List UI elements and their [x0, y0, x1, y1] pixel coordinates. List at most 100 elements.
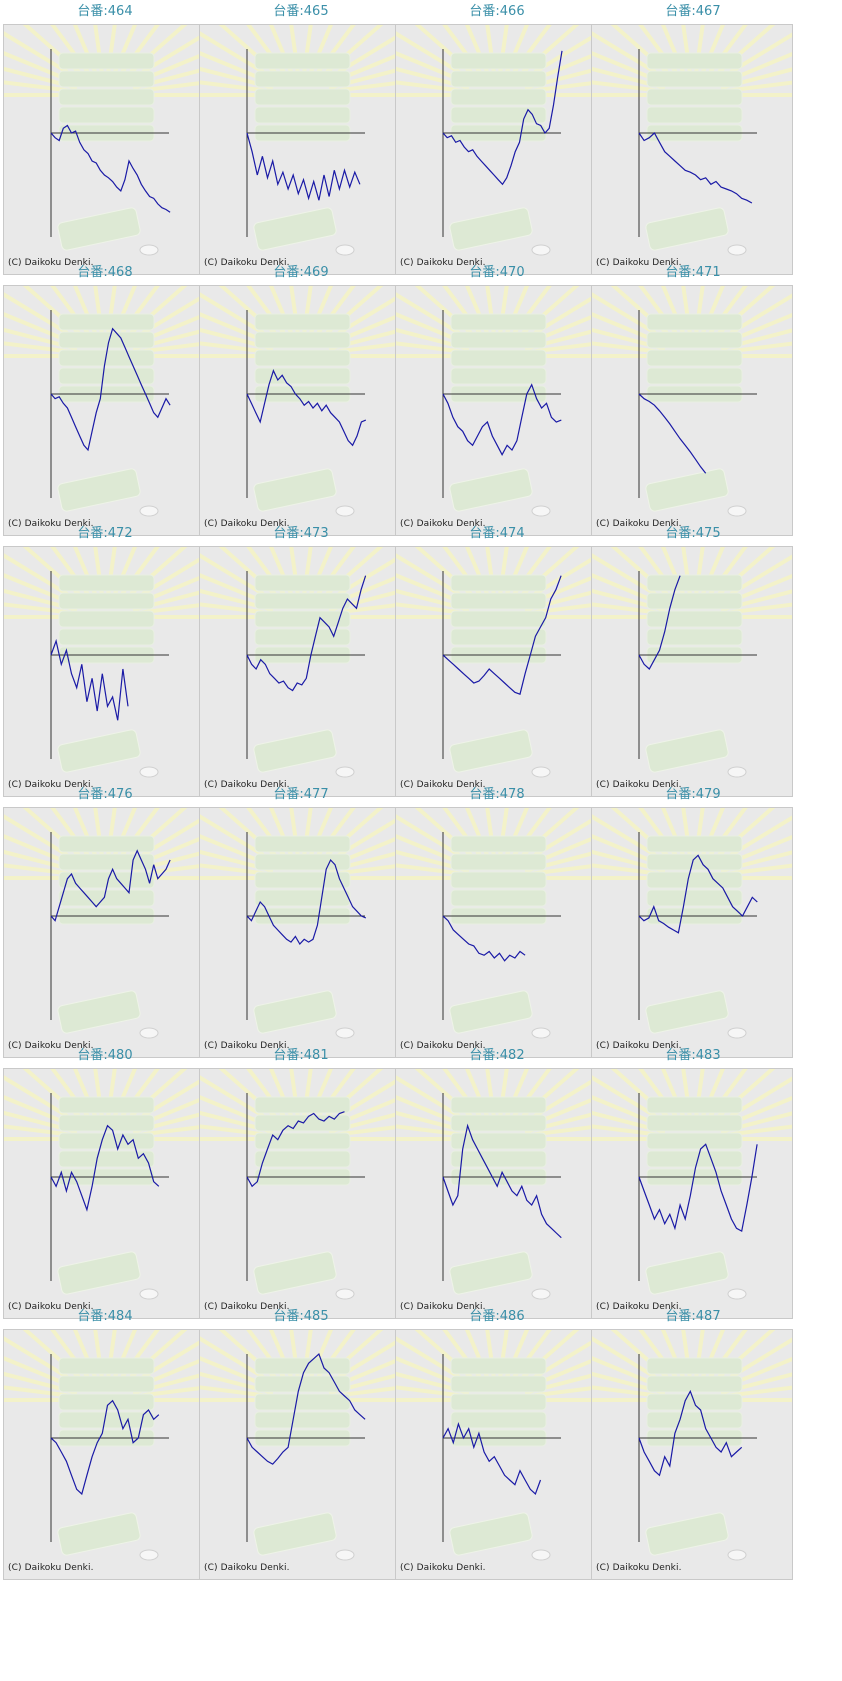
- chart-title[interactable]: 台番:476: [77, 787, 133, 802]
- sunray: [200, 588, 274, 612]
- chart-frame: (C) Daikoku Denki.: [199, 285, 401, 536]
- tray-shape: [58, 88, 155, 106]
- coin-shape: [139, 1549, 159, 1561]
- sunray: [200, 66, 274, 90]
- sunray: [396, 66, 470, 90]
- tray-shape: [58, 835, 155, 853]
- base-tray-shape: [449, 207, 533, 251]
- background-illustration: [4, 1330, 204, 1561]
- tray-shape: [450, 1114, 547, 1132]
- chart-title[interactable]: 台番:467: [665, 4, 721, 19]
- chart-title[interactable]: 台番:486: [469, 1309, 525, 1324]
- copyright-text: (C) Daikoku Denki.: [596, 1563, 682, 1573]
- chart-title[interactable]: 台番:482: [469, 1048, 525, 1063]
- sunray: [526, 341, 596, 355]
- chart-title[interactable]: 台番:465: [273, 4, 329, 19]
- chart-title[interactable]: 台番:485: [273, 1309, 329, 1324]
- sunray: [200, 1124, 272, 1138]
- chart-panel: 台番:476 (C) Daikoku Denki.: [0, 783, 210, 1063]
- chart-title[interactable]: 台番:478: [469, 787, 525, 802]
- copyright-text: (C) Daikoku Denki.: [8, 1563, 94, 1573]
- chart-title[interactable]: 台番:473: [273, 526, 329, 541]
- chart-frame: (C) Daikoku Denki.: [591, 1329, 793, 1580]
- background-illustration: [200, 25, 400, 256]
- tray-shape: [254, 835, 351, 853]
- chart-title[interactable]: 台番:472: [77, 526, 133, 541]
- chart-title[interactable]: 台番:475: [665, 526, 721, 541]
- base-tray-shape: [253, 729, 337, 773]
- chart-title[interactable]: 台番:477: [273, 787, 329, 802]
- coin-shape: [335, 244, 355, 256]
- background-illustration: [396, 1069, 596, 1300]
- chart-frame: (C) Daikoku Denki.: [395, 546, 597, 797]
- chart-panel: 台番:479 (C) Daikoku Denki.: [588, 783, 798, 1063]
- chart-svg: [592, 286, 792, 517]
- sunray: [396, 1124, 468, 1138]
- tray-shape: [646, 610, 743, 628]
- sunray: [330, 602, 400, 616]
- sunray: [396, 588, 470, 612]
- base-tray-shape: [645, 1512, 729, 1556]
- tray-shape: [646, 1357, 743, 1375]
- chart-frame: (C) Daikoku Denki.: [395, 807, 597, 1058]
- chart-title[interactable]: 台番:484: [77, 1309, 133, 1324]
- tray-shape: [646, 1411, 743, 1429]
- base-tray-shape: [253, 468, 337, 512]
- sunray: [722, 1385, 792, 1399]
- chart-title[interactable]: 台番:480: [77, 1048, 133, 1063]
- tray-shape: [58, 610, 155, 628]
- sunray: [4, 602, 76, 616]
- series-line: [442, 1422, 542, 1496]
- chart-title[interactable]: 台番:466: [469, 4, 525, 19]
- chart-title[interactable]: 台番:470: [469, 265, 525, 280]
- sunray: [4, 849, 78, 873]
- chart-title[interactable]: 台番:471: [665, 265, 721, 280]
- chart-svg: [200, 286, 400, 517]
- tray-shape: [450, 70, 547, 88]
- chart-title[interactable]: 台番:468: [77, 265, 133, 280]
- chart-title[interactable]: 台番:469: [273, 265, 329, 280]
- background-illustration: [592, 1330, 792, 1561]
- base-tray-shape: [57, 468, 141, 512]
- series-line: [50, 1399, 160, 1496]
- chart-title[interactable]: 台番:487: [665, 1309, 721, 1324]
- chart-panel: 台番:475 (C) Daikoku Denki.: [588, 522, 798, 802]
- chart-title[interactable]: 台番:481: [273, 1048, 329, 1063]
- base-tray-shape: [645, 468, 729, 512]
- sunray: [396, 602, 468, 616]
- chart-svg: [200, 25, 400, 256]
- tray-shape: [450, 835, 547, 853]
- chart-svg: [200, 1069, 400, 1300]
- tray-shape: [254, 574, 351, 592]
- chart-frame: (C) Daikoku Denki.: [3, 1329, 205, 1580]
- chart-panel: 台番:472 (C) Daikoku Denki.: [0, 522, 210, 802]
- background-illustration: [200, 547, 400, 778]
- chart-svg: [396, 1069, 596, 1300]
- sunray: [592, 327, 666, 351]
- sunray: [722, 341, 792, 355]
- tray-shape: [58, 331, 155, 349]
- chart-svg: [4, 547, 204, 778]
- chart-title[interactable]: 台番:474: [469, 526, 525, 541]
- sunray: [526, 602, 596, 616]
- tray-shape: [254, 853, 351, 871]
- copyright-text: (C) Daikoku Denki.: [596, 258, 682, 268]
- chart-svg: [4, 808, 204, 1039]
- sunray: [330, 863, 400, 877]
- base-tray-shape: [645, 207, 729, 251]
- chart-panel: 台番:484 (C) Daikoku Denki.: [0, 1305, 210, 1585]
- chart-title[interactable]: 台番:479: [665, 787, 721, 802]
- sunray: [134, 1385, 204, 1399]
- tray-shape: [646, 889, 743, 907]
- tray-shape: [646, 1114, 743, 1132]
- chart-frame: (C) Daikoku Denki.: [3, 807, 205, 1058]
- chart-frame: (C) Daikoku Denki.: [591, 1068, 793, 1319]
- chart-svg: [592, 547, 792, 778]
- coin-shape: [139, 244, 159, 256]
- chart-title[interactable]: 台番:483: [665, 1048, 721, 1063]
- background-illustration: [592, 547, 792, 778]
- tray-shape: [254, 1357, 351, 1375]
- background-illustration: [4, 1069, 204, 1300]
- chart-svg: [4, 286, 204, 517]
- chart-title[interactable]: 台番:464: [77, 4, 133, 19]
